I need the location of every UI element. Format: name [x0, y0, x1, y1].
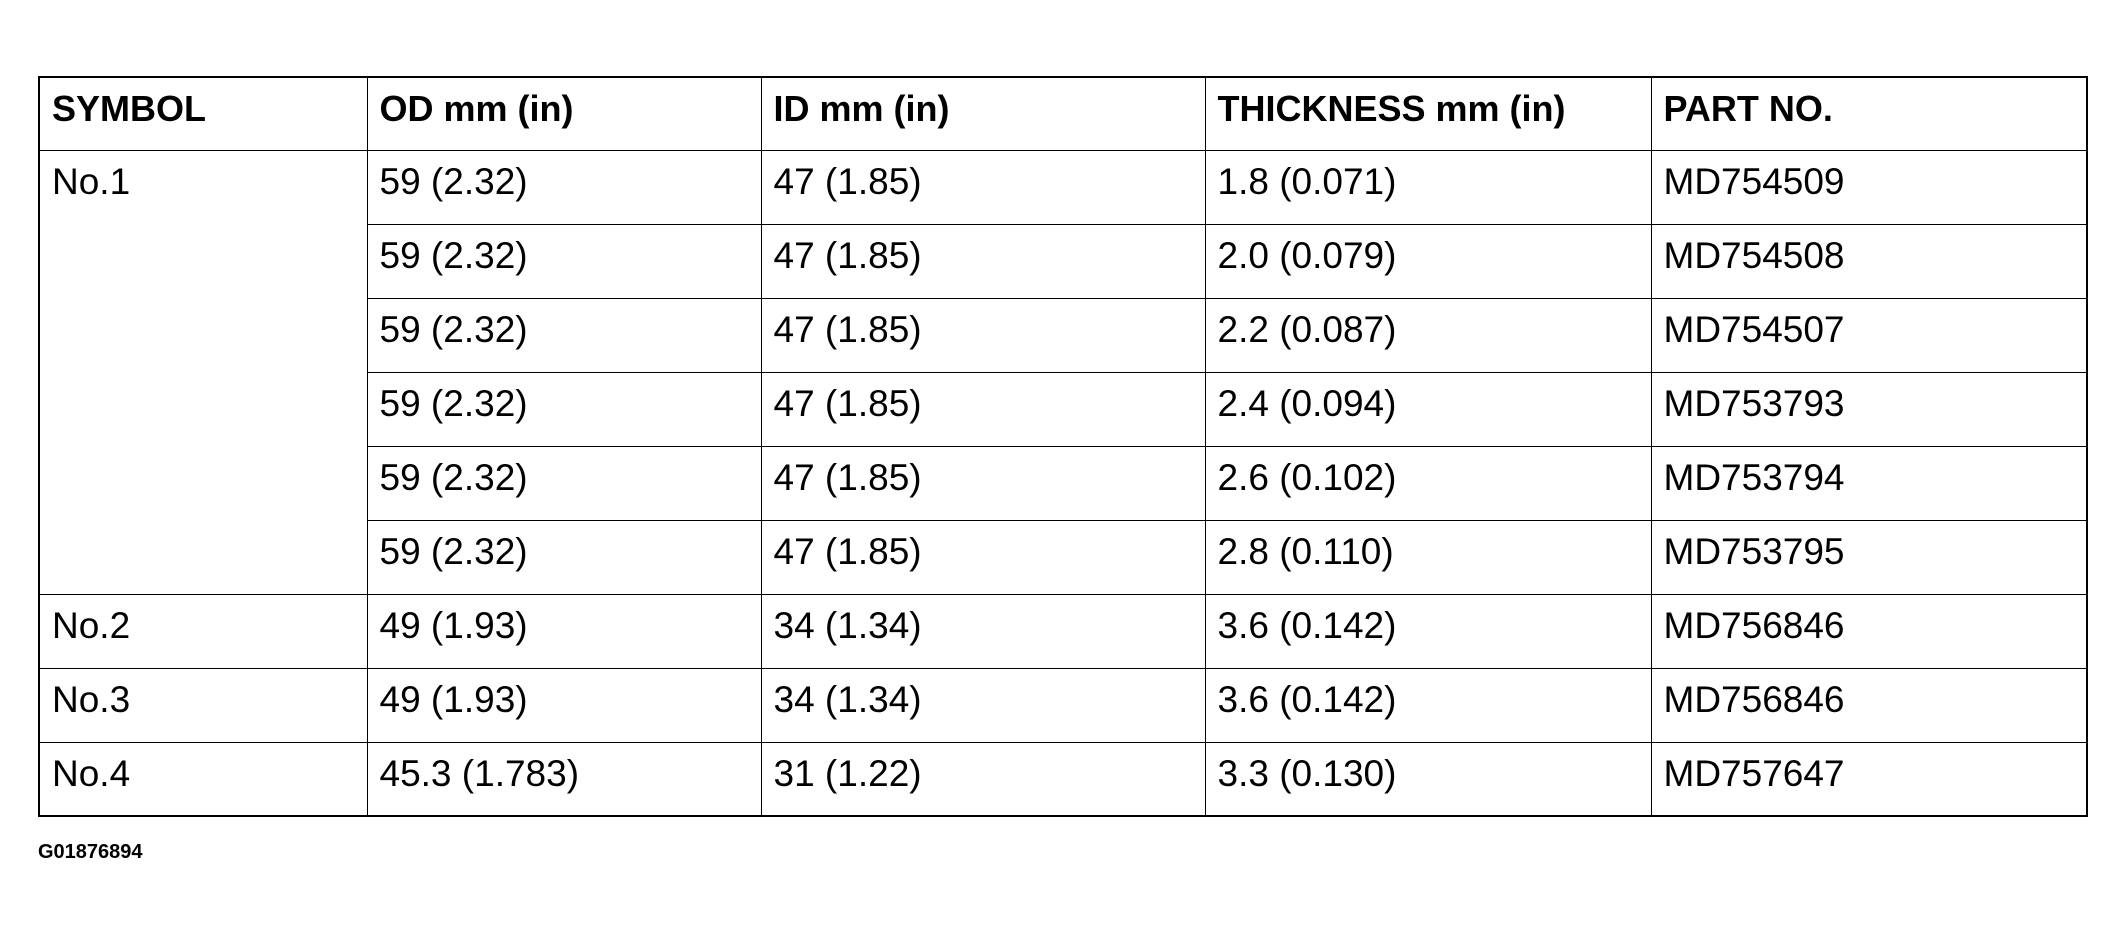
header-cell: ID mm (in): [760, 76, 1206, 151]
table-cell: 45.3 (1.783): [366, 741, 762, 817]
symbol-cell: No.4: [38, 741, 368, 817]
table-cell: 2.8 (0.110): [1204, 519, 1652, 595]
table-cell: 49 (1.93): [366, 593, 762, 669]
table-row: 59 (2.32) 47 (1.85) 2.6 (0.102) MD753794: [39, 445, 2088, 521]
table-body: No.1 59 (2.32) 47 (1.85) 1.8 (0.071) MD75450…: [38, 149, 2088, 817]
table-row: 59 (2.32) 47 (1.85) 2.4 (0.094) MD753793: [39, 371, 2088, 447]
table-row: No.2 49 (1.93) 34 (1.34) 3.6 (0.142) MD75684…: [38, 593, 2088, 669]
table-cell: 59 (2.32): [366, 149, 762, 225]
table-cell: 49 (1.93): [366, 667, 762, 743]
figure-id: G01876894: [38, 841, 143, 863]
table-row: 59 (2.32) 47 (1.85) 2.2 (0.087) MD754507: [39, 297, 2088, 373]
table-cell: 34 (1.34): [760, 593, 1206, 669]
table-cell: 59 (2.32): [366, 519, 762, 595]
header-cell: OD mm (in): [366, 76, 762, 151]
table-cell: 2.6 (0.102): [1204, 445, 1652, 521]
table-cell: 47 (1.85): [760, 371, 1206, 447]
table-cell: 47 (1.85): [760, 297, 1206, 373]
table-cell: 59 (2.32): [366, 223, 762, 299]
table-cell: 1.8 (0.071): [1204, 149, 1652, 225]
table-row: No.1 59 (2.32) 47 (1.85) 1.8 (0.071) MD75450…: [38, 149, 2088, 595]
header-cell: PART NO.: [1650, 76, 2088, 151]
table-cell: 31 (1.22): [760, 741, 1206, 817]
table-cell: 47 (1.85): [760, 149, 1206, 225]
header-cell: THICKNESS mm (in): [1204, 76, 1652, 151]
table-cell: MD754507: [1650, 297, 2088, 373]
symbol-cell: No.3: [38, 667, 368, 743]
table-cell: 2.0 (0.079): [1204, 223, 1652, 299]
table-cell: 3.6 (0.142): [1204, 593, 1652, 669]
table-cell: 59 (2.32): [366, 371, 762, 447]
table-cell: 3.3 (0.130): [1204, 741, 1652, 817]
table-cell: 59 (2.32): [366, 445, 762, 521]
symbol-cell: No.1: [38, 149, 368, 595]
table-cell: MD757647: [1650, 741, 2088, 817]
table-cell: MD753795: [1650, 519, 2088, 595]
table-cell: MD756846: [1650, 667, 2088, 743]
table-cell: 2.4 (0.094): [1204, 371, 1652, 447]
table-cell: 34 (1.34): [760, 667, 1206, 743]
table-cell: 2.2 (0.087): [1204, 297, 1652, 373]
table-cell: MD754508: [1650, 223, 2088, 299]
header-row: SYMBOL OD mm (in) ID mm (in) THICKNESS mm (…: [38, 76, 2088, 151]
table-cell: MD753794: [1650, 445, 2088, 521]
table-cell: 59 (2.32): [366, 297, 762, 373]
table-cell: MD753793: [1650, 371, 2088, 447]
table-cell: MD754509: [1650, 149, 2088, 225]
table-cell: 3.6 (0.142): [1204, 667, 1652, 743]
table-row: No.3 49 (1.93) 34 (1.34) 3.6 (0.142) MD75684…: [38, 667, 2088, 743]
spec-table: SYMBOL OD mm (in) ID mm (in) THICKNESS mm (…: [38, 76, 2088, 817]
table-row: 59 (2.32) 47 (1.85) 2.8 (0.110) MD753795: [39, 519, 2088, 595]
table-cell: 47 (1.85): [760, 519, 1206, 595]
table-cell: 47 (1.85): [760, 223, 1206, 299]
header-cell: SYMBOL: [38, 76, 368, 151]
table-cell: 47 (1.85): [760, 445, 1206, 521]
symbol-cell: No.2: [38, 593, 368, 669]
table-row: No.4 45.3 (1.783) 31 (1.22) 3.3 (0.130) MD75…: [38, 741, 2088, 817]
table-cell: MD756846: [1650, 593, 2088, 669]
